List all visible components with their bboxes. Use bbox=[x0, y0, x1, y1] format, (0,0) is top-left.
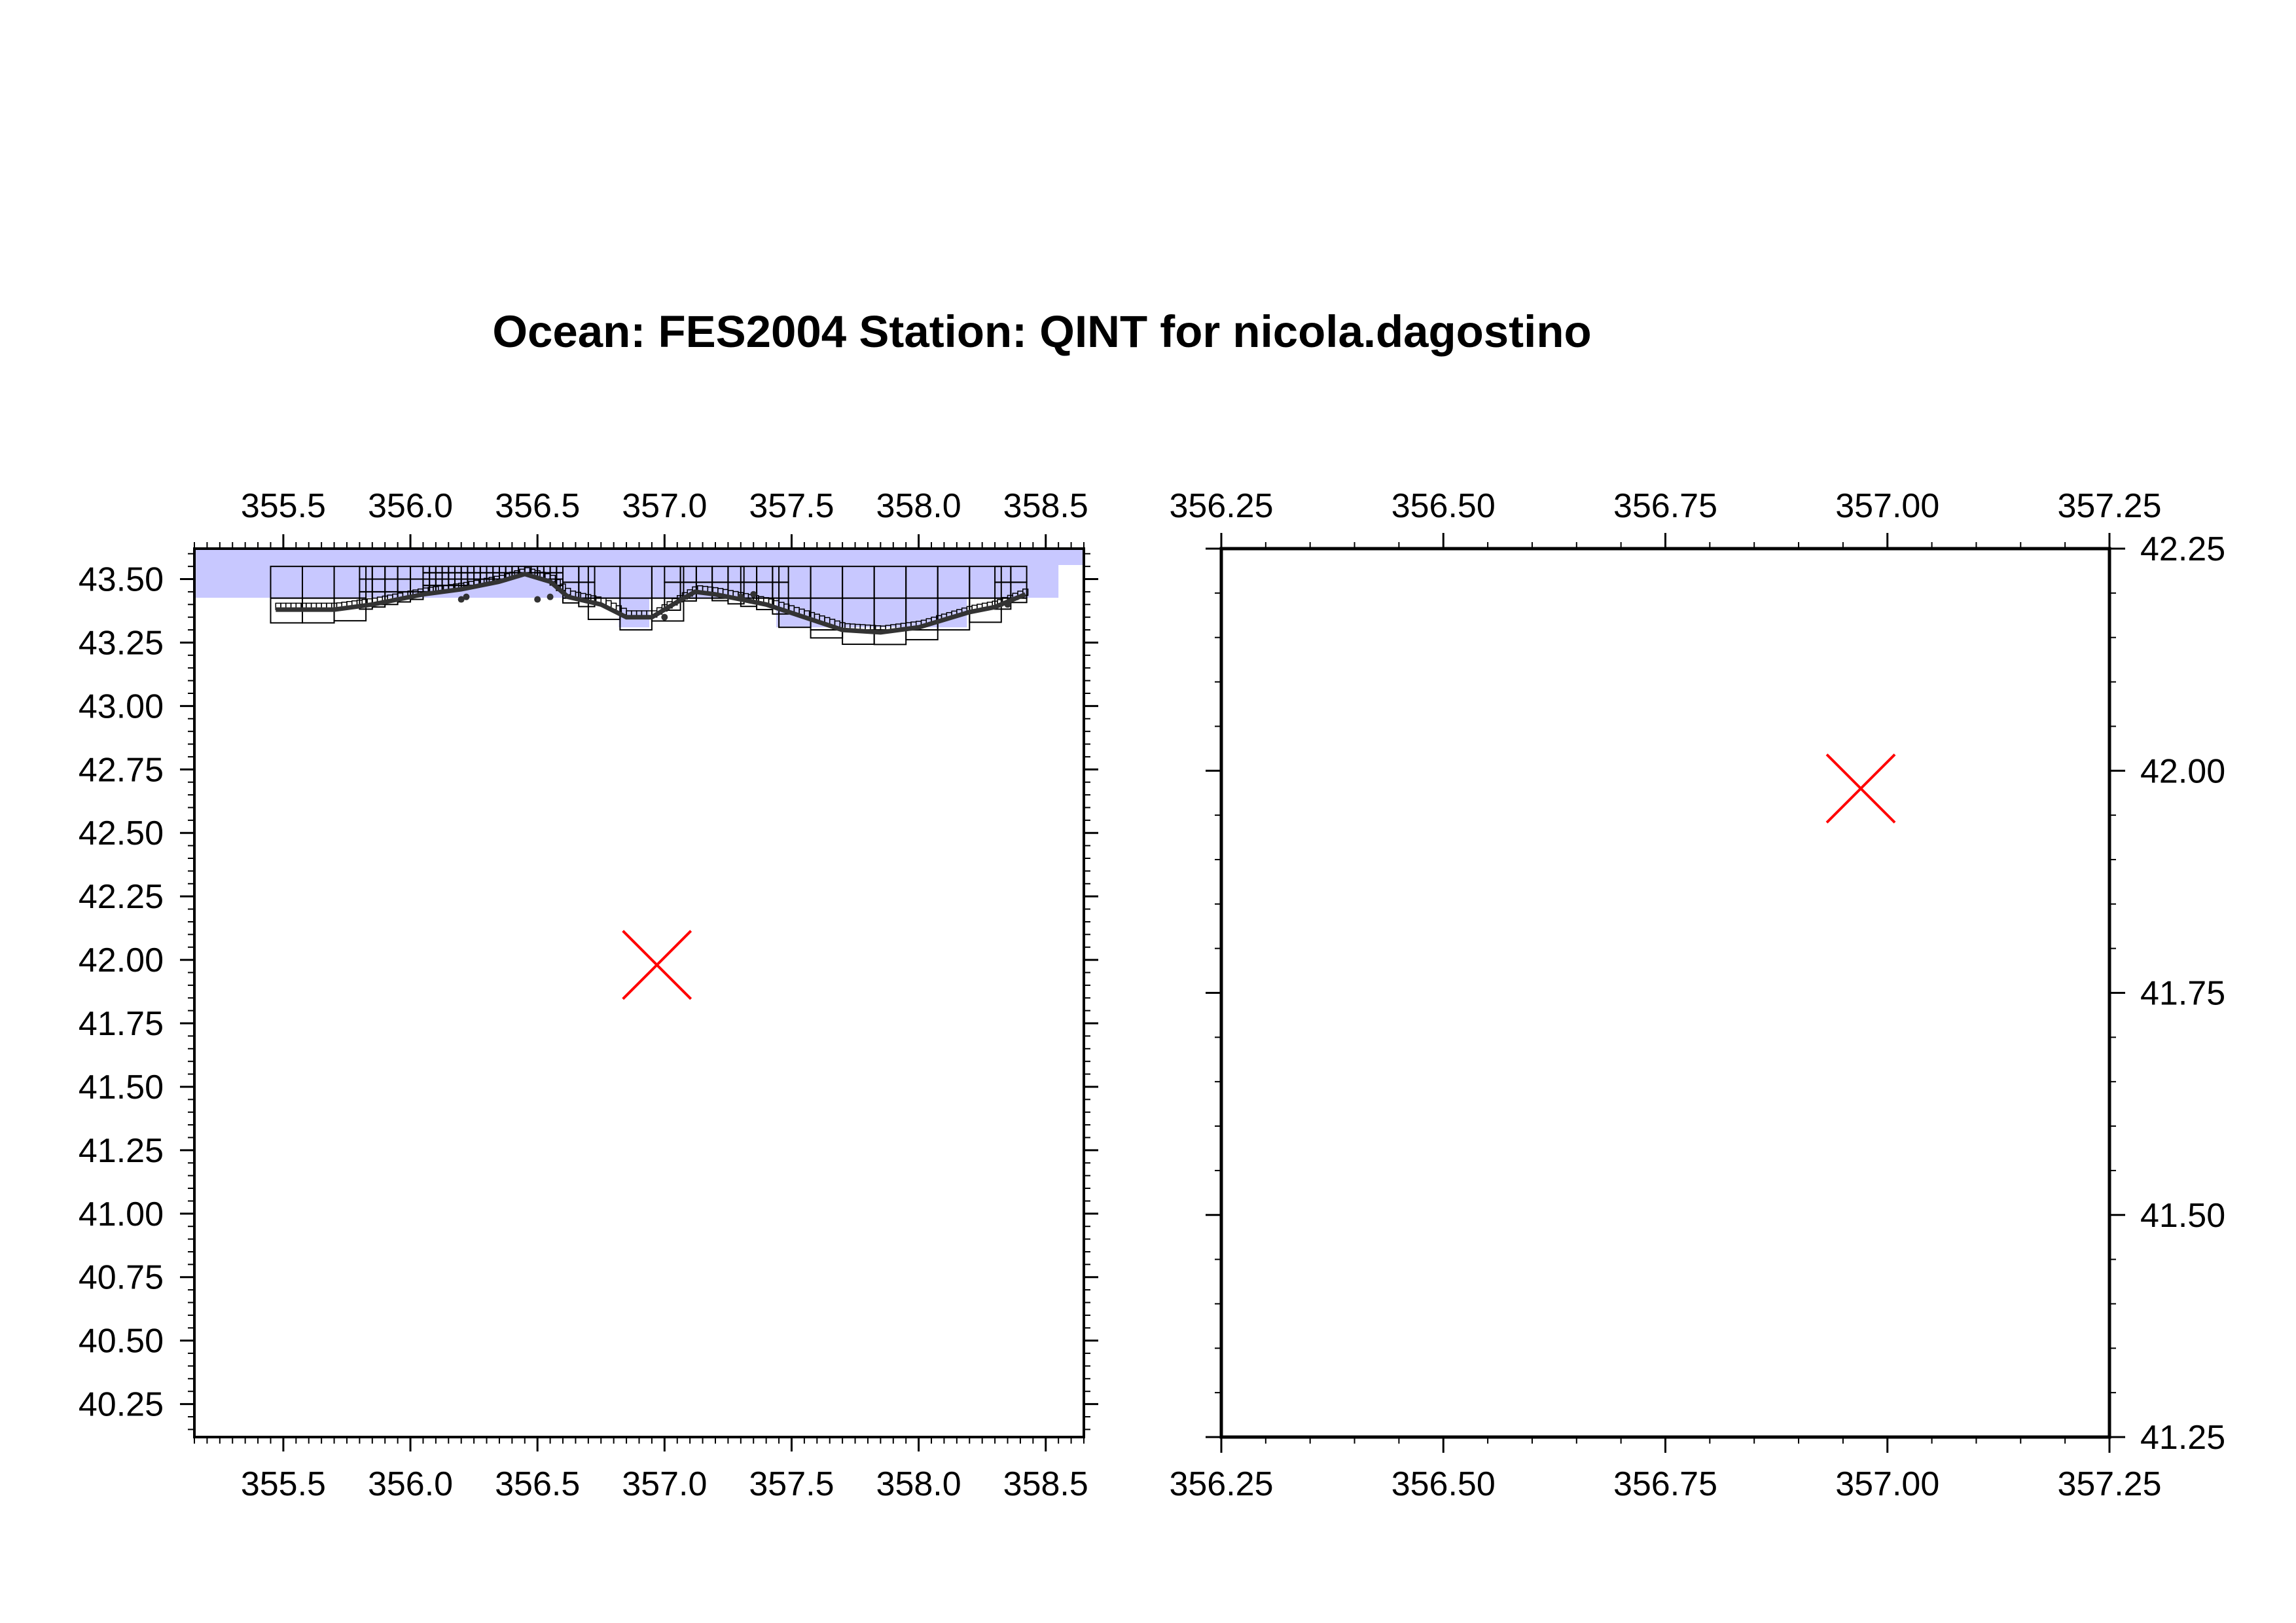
adaptive-grid-cells bbox=[270, 566, 1029, 646]
x-tick-label-bottom: 358.5 bbox=[1003, 1465, 1088, 1503]
map-frame bbox=[193, 547, 1085, 1438]
x-tick-label-top: 358.0 bbox=[876, 487, 961, 525]
x-tick-label-bottom: 357.0 bbox=[622, 1465, 707, 1503]
x-tick-label-top: 357.25 bbox=[2057, 487, 2161, 525]
x-tick-label-top: 356.5 bbox=[495, 487, 580, 525]
x-cross-icon bbox=[1825, 753, 1896, 824]
x-tick-label-bottom: 357.5 bbox=[749, 1465, 834, 1503]
x-tick-label-bottom: 357.00 bbox=[1835, 1465, 1939, 1503]
right-map-panel: 356.25 356.25 356.50 356.50 356.75 356.75 357.… bbox=[1169, 487, 2225, 1503]
y-tick-label: 40.25 bbox=[79, 1386, 164, 1424]
x-tick-label-top: 356.25 bbox=[1169, 487, 1273, 525]
ocean-grid-fill bbox=[194, 549, 1084, 565]
x-tick-label-bottom: 356.75 bbox=[1613, 1465, 1717, 1503]
y-tick-label: 42.25 bbox=[79, 878, 164, 916]
y-tick-label: 41.50 bbox=[2140, 1197, 2225, 1235]
y-tick-label: 42.00 bbox=[79, 941, 164, 979]
x-tick-label-top: 357.5 bbox=[749, 487, 834, 525]
x-tick-label-bottom: 356.25 bbox=[1169, 1465, 1273, 1503]
x-tick-label-top: 356.0 bbox=[368, 487, 453, 525]
island bbox=[737, 593, 744, 600]
y-tick-label: 41.75 bbox=[2140, 975, 2225, 1013]
x-tick-label-bottom: 356.0 bbox=[368, 1465, 453, 1503]
island bbox=[457, 596, 465, 603]
grid-cell bbox=[664, 597, 681, 611]
x-tick-label-top: 356.50 bbox=[1391, 487, 1496, 525]
x-tick-label-bottom: 358.0 bbox=[876, 1465, 961, 1503]
x-tick-label-top: 357.00 bbox=[1835, 487, 1939, 525]
y-tick-label: 41.25 bbox=[79, 1132, 164, 1170]
grid-cell bbox=[810, 629, 844, 639]
y-tick-label: 43.00 bbox=[79, 687, 164, 725]
y-tick-label: 42.50 bbox=[79, 814, 164, 852]
x-tick-label-top: 356.75 bbox=[1613, 487, 1717, 525]
x-tick-label-top: 355.5 bbox=[241, 487, 326, 525]
x-cross-icon bbox=[622, 930, 692, 1000]
y-tick-label: 41.50 bbox=[79, 1068, 164, 1106]
island bbox=[661, 613, 668, 621]
left-map-panel: 355.5 355.5 356.0 356.0 356.5 356.5 357.0 357.0… bbox=[79, 487, 1098, 1503]
coastline bbox=[276, 572, 1027, 635]
x-tick-label-top: 357.0 bbox=[622, 487, 707, 525]
island bbox=[534, 596, 541, 603]
y-tick-label: 41.25 bbox=[2140, 1419, 2225, 1457]
y-tick-label: 42.25 bbox=[2140, 530, 2225, 568]
y-tick-label: 42.00 bbox=[2140, 752, 2225, 790]
y-tick-label: 41.75 bbox=[79, 1005, 164, 1043]
station-marker-stroke bbox=[1825, 753, 1896, 824]
x-tick-label-bottom: 356.5 bbox=[495, 1465, 580, 1503]
island bbox=[463, 593, 470, 600]
map-frame bbox=[1219, 547, 2111, 1439]
figure-title: Ocean: FES2004 Station: QINT for nicola.… bbox=[492, 306, 1591, 357]
island bbox=[547, 593, 554, 600]
y-tick-label: 40.50 bbox=[79, 1322, 164, 1360]
x-tick-label-bottom: 357.25 bbox=[2057, 1465, 2161, 1503]
y-tick-label: 41.00 bbox=[79, 1195, 164, 1233]
y-tick-label: 40.75 bbox=[79, 1259, 164, 1297]
island bbox=[1004, 601, 1011, 608]
x-tick-label-bottom: 355.5 bbox=[241, 1465, 326, 1503]
station-marker-stroke bbox=[622, 930, 692, 1000]
y-tick-label: 43.50 bbox=[79, 561, 164, 599]
island bbox=[750, 591, 757, 598]
grid-cell bbox=[905, 629, 939, 641]
x-tick-label-bottom: 356.50 bbox=[1391, 1465, 1496, 1503]
y-tick-label: 43.25 bbox=[79, 624, 164, 662]
x-tick-label-top: 358.5 bbox=[1003, 487, 1088, 525]
y-tick-label: 42.75 bbox=[79, 751, 164, 789]
